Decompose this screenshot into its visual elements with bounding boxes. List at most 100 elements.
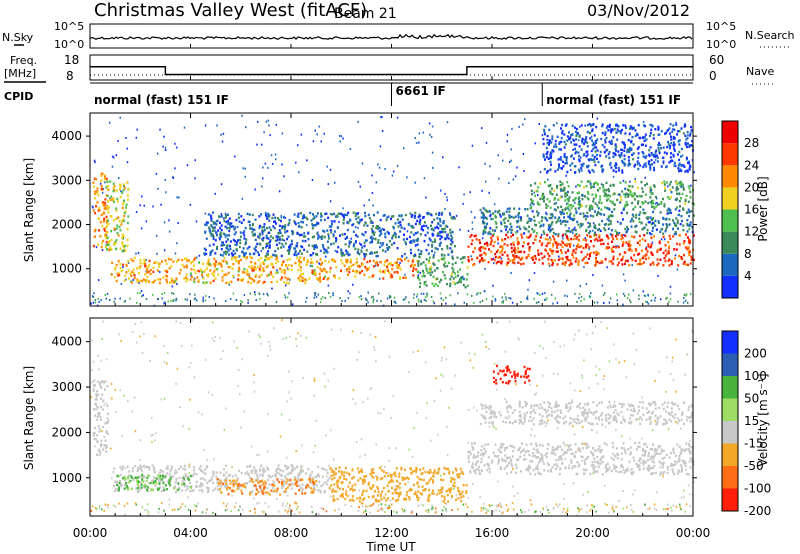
velocity-scatter-cell — [312, 451, 315, 454]
power-echo-cell — [489, 214, 492, 218]
power-echo-cell — [264, 259, 266, 262]
power-ground-cell — [380, 299, 382, 302]
power-echo-cell — [215, 231, 217, 234]
velocity-echo-cell — [278, 472, 281, 475]
power-echo-cell — [585, 243, 588, 246]
power-echo-cell — [539, 236, 542, 239]
velocity-echo-cell — [225, 484, 228, 487]
power-echo-cell — [631, 258, 634, 262]
power-echo-cell — [116, 224, 119, 227]
velocity-scatter-cell — [258, 453, 260, 456]
power-echo-cell — [621, 218, 624, 221]
power-echo-cell — [658, 151, 661, 155]
power-echo-cell — [549, 230, 552, 233]
velocity-scatter-cell — [143, 333, 145, 336]
power-echo-cell — [670, 152, 672, 155]
power-echo-cell — [311, 244, 314, 248]
power-echo-cell — [612, 237, 615, 241]
power-scatter-cell — [399, 262, 401, 265]
power-echo-cell — [550, 216, 553, 220]
power-echo-cell — [225, 240, 228, 243]
velocity-scatter-cell — [123, 394, 125, 397]
power-echo-cell — [562, 261, 565, 264]
power-echo-cell — [110, 229, 113, 233]
velocity-scatter-cell — [153, 439, 156, 442]
power-echo-cell — [668, 234, 671, 238]
power-echo-cell — [422, 229, 425, 232]
power-scatter-cell — [433, 302, 436, 305]
power-scatter-cell — [141, 195, 143, 198]
power-echo-cell — [462, 256, 465, 260]
power-echo-cell — [276, 271, 279, 274]
velocity-scatter-cell — [433, 400, 436, 403]
power-echo-cell — [582, 246, 585, 250]
power-echo-cell — [286, 249, 289, 252]
velocity-scatter-cell — [294, 500, 297, 503]
power-echo-cell — [314, 273, 317, 277]
power-echo-cell — [625, 126, 627, 129]
power-echo-cell — [272, 236, 275, 240]
power-echo-cell — [603, 194, 606, 198]
power-echo-cell — [446, 282, 449, 286]
power-echo-cell — [99, 235, 102, 238]
power-echo-cell — [315, 244, 318, 247]
power-echo-cell — [662, 197, 664, 201]
velocity-scatter-cell — [105, 402, 107, 405]
power-echo-cell — [663, 186, 666, 189]
power-echo-cell — [412, 274, 415, 277]
power-echo-cell — [133, 256, 136, 260]
power-echo-cell — [560, 211, 563, 215]
power-scatter-cell — [432, 166, 434, 169]
power-echo-cell — [123, 187, 126, 190]
power-echo-cell — [266, 244, 269, 247]
velocity-echo-cell — [320, 484, 323, 488]
power-scatter-cell — [565, 174, 567, 177]
power-echo-cell — [337, 246, 340, 249]
power-echo-cell — [293, 213, 296, 216]
nsearch-label: N.Search — [745, 29, 795, 42]
power-echo-cell — [394, 235, 397, 239]
power-echo-cell — [653, 155, 655, 158]
power-echo-cell — [258, 275, 261, 279]
power-echo-cell — [442, 220, 445, 223]
power-echo-cell — [599, 229, 602, 233]
power-echo-cell — [550, 223, 553, 226]
power-echo-cell — [340, 250, 343, 253]
power-echo-cell — [220, 263, 223, 266]
power-echo-cell — [427, 226, 430, 230]
velocity-scatter-cell — [233, 340, 235, 343]
power-echo-cell — [586, 211, 589, 215]
power-echo-cell — [560, 205, 563, 208]
power-scatter-cell — [260, 143, 263, 146]
power-echo-cell — [569, 259, 572, 262]
power-echo-cell — [549, 151, 552, 154]
power-echo-cell — [605, 155, 608, 158]
power-echo-cell — [682, 186, 685, 189]
power-echo-cell — [559, 210, 562, 214]
power-echo-cell — [537, 186, 540, 189]
power-echo-cell — [376, 254, 379, 258]
power-echo-cell — [260, 213, 263, 216]
power-echo-cell — [197, 280, 200, 283]
power-echo-cell — [672, 141, 675, 144]
power-echo-cell — [601, 123, 604, 126]
power-scatter-cell — [244, 175, 247, 178]
power-echo-cell — [382, 242, 385, 245]
velocity-scatter-cell — [591, 332, 594, 335]
power-echo-cell — [513, 207, 516, 210]
power-echo-cell — [267, 250, 270, 253]
velocity-scatter-cell — [118, 333, 120, 336]
velocity-echo-cell — [135, 487, 138, 490]
power-echo-cell — [332, 233, 335, 236]
power-ground-cell — [204, 294, 207, 297]
power-scatter-cell — [241, 197, 244, 200]
power-echo-cell — [251, 213, 254, 217]
velocity-echo-cell — [94, 414, 96, 417]
power-echo-cell — [593, 134, 596, 137]
power-echo-cell — [387, 263, 390, 266]
power-scatter-cell — [137, 252, 140, 255]
power-echo-cell — [300, 269, 303, 272]
power-echo-cell — [631, 218, 633, 221]
power-echo-cell — [616, 237, 619, 240]
power-scatter-cell — [234, 155, 236, 158]
